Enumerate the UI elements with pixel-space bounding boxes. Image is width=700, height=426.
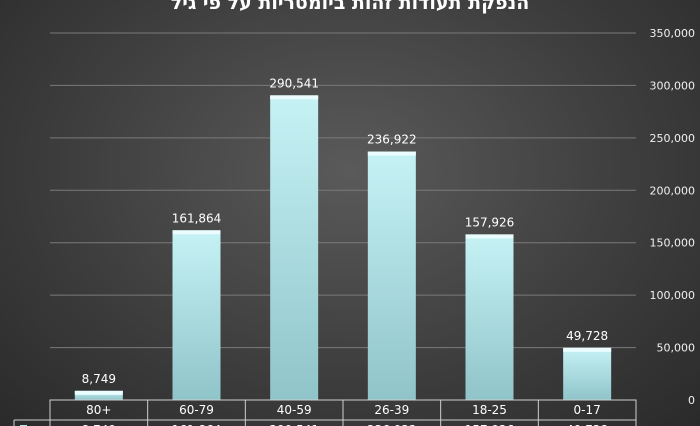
category-label: 80+ — [86, 403, 111, 417]
y-tick-label: 250,000 — [650, 132, 696, 145]
y-tick-label: 350,000 — [650, 27, 696, 40]
y-tick-label: 50,000 — [657, 342, 696, 355]
bar-top-highlight — [172, 230, 221, 235]
table-value: 290,541 — [269, 423, 319, 426]
table-value: 49,728 — [566, 423, 608, 426]
bar — [74, 390, 123, 400]
y-tick-label: 100,000 — [650, 289, 696, 302]
data-label: 290,541 — [269, 76, 319, 90]
y-tick-label: 0 — [688, 394, 695, 407]
category-label: 40-59 — [277, 403, 312, 417]
category-label: 60-79 — [179, 403, 214, 417]
data-label: 161,864 — [172, 211, 222, 225]
bar — [367, 151, 416, 400]
category-label: 26-39 — [374, 403, 409, 417]
bar — [465, 234, 514, 400]
bar-top-highlight — [74, 390, 123, 395]
bar — [270, 95, 319, 400]
table-value: 161,864 — [172, 423, 222, 426]
category-label: 0-17 — [574, 403, 601, 417]
chart-title: הנפקת תעודות זהות ביומטריות על פי גיל — [170, 0, 530, 14]
bars: 8,749 161,864 290,541 236,922 157,926 49,728 — [74, 76, 612, 400]
bar-top-highlight — [270, 95, 319, 100]
y-tick-label: 150,000 — [650, 237, 696, 250]
bar — [172, 230, 221, 400]
y-axis: 0 50,000 100,000 150,000 200,000 250,000 300,0… — [650, 27, 696, 407]
bar-top-highlight — [367, 151, 416, 156]
data-label: 8,749 — [82, 372, 116, 386]
data-label: 49,728 — [566, 329, 608, 343]
data-table: 80+ 8,749 60-79 161,864 40-59 290,541 26-39 236… — [13, 399, 637, 426]
table-value: 8,749 — [82, 423, 116, 426]
category-label: 18-25 — [472, 403, 507, 417]
table-value: 157,926 — [465, 423, 515, 426]
y-tick-label: 300,000 — [650, 79, 696, 92]
data-label: 236,922 — [367, 133, 417, 147]
data-label: 157,926 — [465, 215, 515, 229]
y-tick-label: 200,000 — [650, 184, 696, 197]
bar — [563, 347, 612, 400]
gridlines — [50, 32, 636, 349]
bar-top-highlight — [465, 234, 514, 239]
table-value: 236,922 — [367, 423, 417, 426]
bar-top-highlight — [563, 347, 612, 352]
